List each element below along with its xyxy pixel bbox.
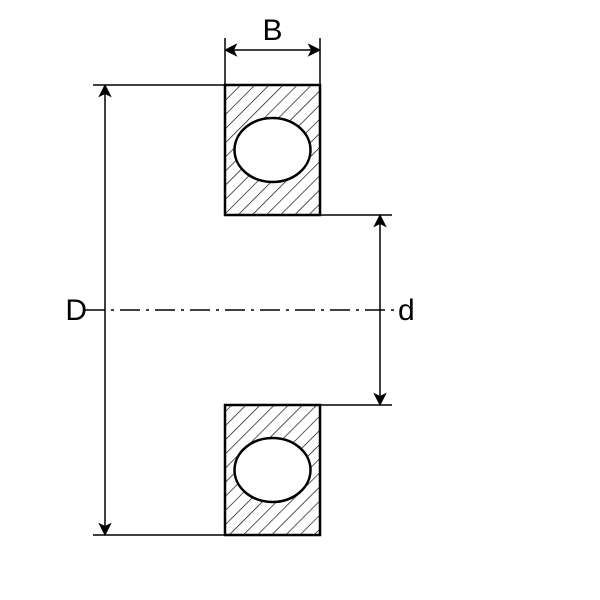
label-B: B: [262, 14, 282, 47]
label-D: D: [65, 294, 87, 327]
label-d: d: [398, 294, 415, 327]
bearing-cross-section-diagram: B Dd: [0, 0, 600, 600]
